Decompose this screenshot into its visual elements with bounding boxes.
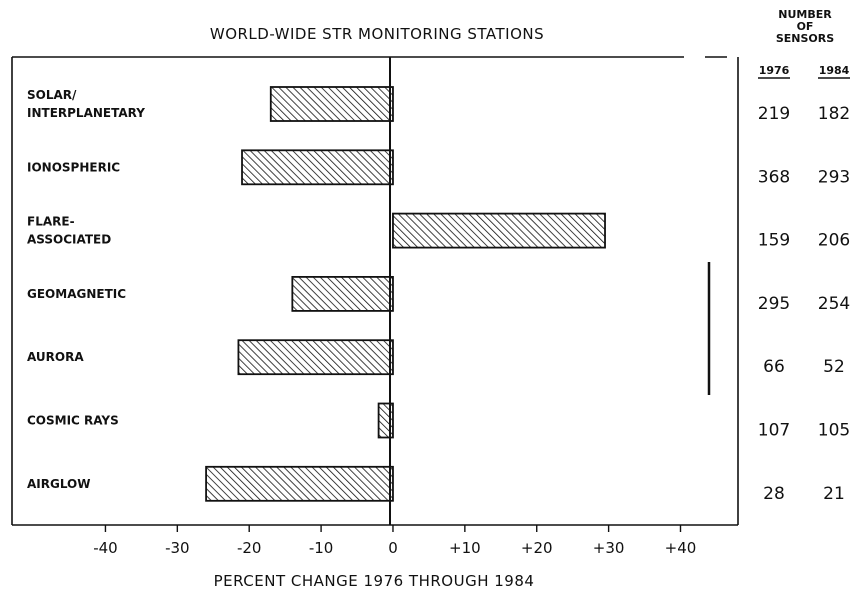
sensor-count: 105 (818, 421, 850, 441)
category-label: COSMIC RAYS (27, 414, 119, 428)
sensor-table-header: SENSORS (776, 32, 834, 45)
chart-title: WORLD-WIDE STR MONITORING STATIONS (210, 25, 544, 43)
category-label: INTERPLANETARY (27, 106, 145, 120)
category-label: SOLAR/ (27, 88, 77, 102)
category-label: AURORA (27, 350, 84, 364)
x-tick-label: +30 (593, 539, 625, 557)
x-tick-label: +20 (521, 539, 553, 557)
sensor-count: 107 (758, 421, 790, 441)
category-label: AIRGLOW (27, 477, 91, 491)
sensor-count: 219 (758, 104, 790, 124)
bar (392, 212, 606, 249)
bar (269, 86, 394, 122)
sensor-table-header: NUMBER (778, 8, 832, 21)
x-tick-label: -40 (93, 539, 118, 557)
bars (205, 86, 606, 502)
category-label: GEOMAGNETIC (27, 287, 126, 301)
bar (241, 149, 394, 186)
category-label: FLARE- (27, 215, 75, 229)
bar (237, 339, 394, 376)
sensor-count: 66 (763, 357, 785, 377)
category-label: ASSOCIATED (27, 233, 111, 247)
sensor-count: 28 (763, 484, 785, 504)
sensor-table-header: OF (797, 20, 814, 33)
x-tick-label: -20 (237, 539, 262, 557)
category-label: IONOSPHERIC (27, 160, 120, 174)
sensor-count: 206 (818, 231, 850, 251)
sensor-table-year: 1984 (819, 64, 850, 77)
x-axis-ticks: -40 -30 -20 -10 0 +10 +20 +30 +40 (93, 525, 696, 557)
sensor-count: 52 (823, 357, 845, 377)
sensor-count: 159 (758, 231, 790, 251)
x-tick-label: +10 (449, 539, 481, 557)
sensor-count: 368 (758, 167, 790, 187)
bar (291, 275, 394, 312)
sensor-count: 182 (818, 104, 850, 124)
sensor-count: 254 (818, 294, 850, 314)
x-tick-label: -10 (309, 539, 334, 557)
x-axis-label: PERCENT CHANGE 1976 THROUGH 1984 (214, 572, 535, 590)
sensor-count: 21 (823, 484, 845, 504)
sensor-count: 295 (758, 294, 790, 314)
plot-frame (11, 56, 739, 526)
x-tick-label: -30 (165, 539, 190, 557)
x-tick-label: +40 (665, 539, 697, 557)
x-tick-label: 0 (388, 539, 398, 557)
bar (205, 465, 394, 502)
sensor-count: 293 (818, 167, 850, 187)
category-labels: SOLAR/INTERPLANETARY IONOSPHERIC FLARE- ASS… (27, 88, 145, 491)
sensor-table-year: 1976 (759, 64, 790, 77)
